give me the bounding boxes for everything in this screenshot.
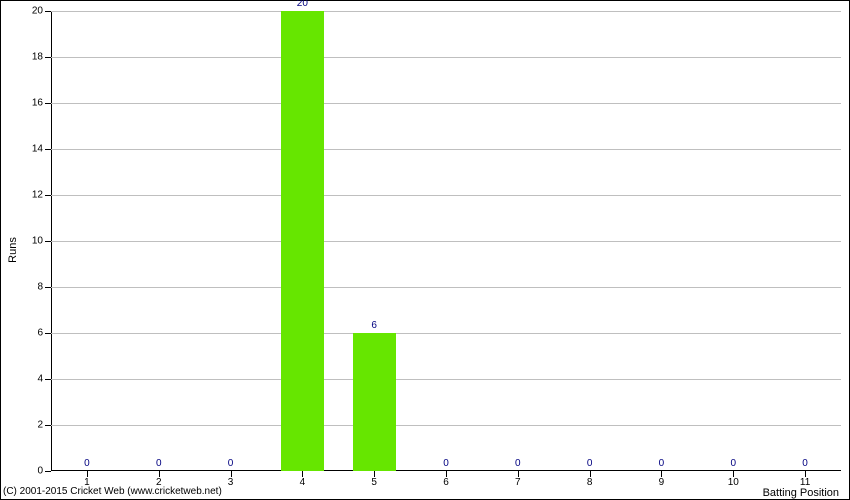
bar-value-label: 0	[156, 458, 162, 469]
x-tick-label: 3	[228, 477, 234, 488]
grid-line	[51, 11, 841, 12]
y-axis-title: Runs	[7, 237, 19, 263]
y-tick-label: 6	[37, 328, 43, 339]
y-tick-label: 10	[32, 236, 43, 247]
x-tick-label: 5	[371, 477, 377, 488]
grid-line	[51, 149, 841, 150]
y-tick	[45, 379, 51, 380]
grid-line	[51, 425, 841, 426]
bar-value-label: 0	[443, 458, 449, 469]
y-tick-label: 8	[37, 282, 43, 293]
y-tick	[45, 11, 51, 12]
y-tick-label: 16	[32, 98, 43, 109]
y-tick	[45, 471, 51, 472]
y-tick-label: 20	[32, 6, 43, 17]
grid-line	[51, 287, 841, 288]
bar-value-label: 0	[587, 458, 593, 469]
y-tick	[45, 425, 51, 426]
bar-value-label: 0	[802, 458, 808, 469]
bar-value-label: 0	[515, 458, 521, 469]
copyright-text: (C) 2001-2015 Cricket Web (www.cricketwe…	[3, 486, 222, 497]
grid-line	[51, 333, 841, 334]
bar-value-label: 0	[84, 458, 90, 469]
bar	[281, 11, 324, 471]
x-axis-title: Batting Position	[763, 487, 839, 499]
grid-line	[51, 103, 841, 104]
y-tick	[45, 287, 51, 288]
bar-value-label: 6	[371, 320, 377, 331]
bar-value-label: 0	[659, 458, 665, 469]
x-tick-label: 9	[659, 477, 665, 488]
x-tick-label: 7	[515, 477, 521, 488]
y-tick	[45, 333, 51, 334]
y-tick	[45, 57, 51, 58]
plot-area: 0246810121416182001020320465060708090100…	[51, 11, 841, 471]
x-tick-label: 4	[300, 477, 306, 488]
grid-line	[51, 195, 841, 196]
grid-line	[51, 241, 841, 242]
chart-container: Runs 02468101214161820010203204650607080…	[0, 0, 850, 500]
y-tick	[45, 103, 51, 104]
y-tick-label: 4	[37, 374, 43, 385]
y-tick-label: 0	[37, 466, 43, 477]
x-tick-label: 6	[443, 477, 449, 488]
y-tick	[45, 241, 51, 242]
y-tick-label: 14	[32, 144, 43, 155]
x-tick-label: 8	[587, 477, 593, 488]
grid-line	[51, 379, 841, 380]
y-tick-label: 18	[32, 52, 43, 63]
y-tick-label: 2	[37, 420, 43, 431]
grid-line	[51, 57, 841, 58]
y-tick	[45, 149, 51, 150]
bar-value-label: 0	[730, 458, 736, 469]
bar-value-label: 0	[228, 458, 234, 469]
bar	[353, 333, 396, 471]
y-tick-label: 12	[32, 190, 43, 201]
x-tick-label: 10	[728, 477, 739, 488]
y-tick	[45, 195, 51, 196]
bar-value-label: 20	[297, 0, 308, 9]
